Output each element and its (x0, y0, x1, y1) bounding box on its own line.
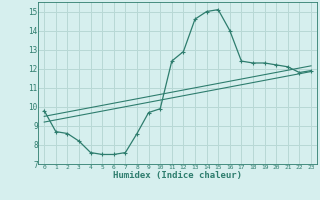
X-axis label: Humidex (Indice chaleur): Humidex (Indice chaleur) (113, 171, 242, 180)
